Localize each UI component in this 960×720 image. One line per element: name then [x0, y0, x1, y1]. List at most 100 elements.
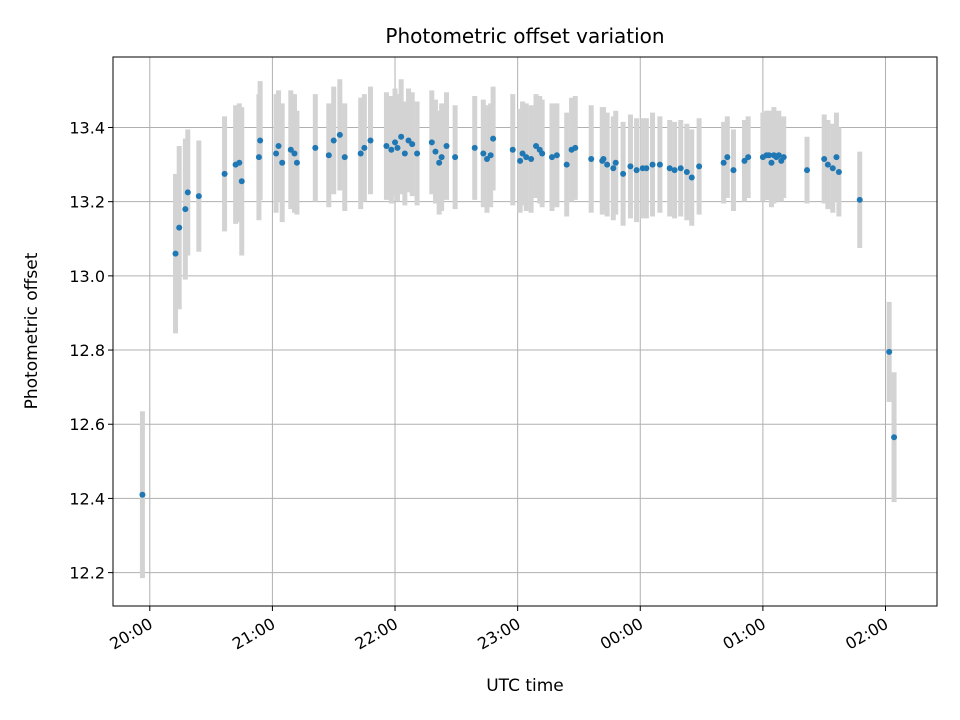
data-point [633, 167, 640, 174]
plot-frame [112, 56, 938, 607]
data-point [649, 161, 656, 168]
data-point [172, 250, 179, 257]
data-point [432, 148, 439, 155]
data-point [563, 161, 570, 168]
data-point [745, 154, 752, 161]
data-point [238, 178, 245, 185]
data-point [367, 137, 374, 144]
data-point [195, 193, 202, 200]
data-point [821, 156, 828, 163]
data-point [438, 154, 445, 161]
data-point [741, 157, 748, 164]
data-point [255, 154, 262, 161]
data-point [835, 168, 842, 175]
data-point [677, 165, 684, 172]
data-point [604, 161, 611, 168]
data-point [487, 152, 494, 159]
data-point [287, 146, 294, 153]
data-point [666, 165, 673, 172]
data-point [409, 141, 416, 148]
y-axis-label: Photometric offset [22, 252, 42, 409]
data-point [236, 159, 243, 166]
data-point [279, 159, 286, 166]
data-point [414, 150, 421, 157]
data-point [312, 144, 319, 151]
data-point [627, 163, 634, 170]
y-tick-label: 12.6 [69, 415, 105, 434]
data-point [588, 156, 595, 163]
data-point [517, 157, 524, 164]
data-point [780, 154, 787, 161]
data-point [293, 159, 300, 166]
data-point [600, 156, 607, 163]
y-tick-label: 12.2 [69, 564, 105, 583]
data-point [612, 159, 619, 166]
data-point [775, 152, 782, 159]
data-point [523, 154, 530, 161]
chart-title: Photometric offset variation [385, 24, 664, 48]
data-point [139, 491, 146, 498]
data-point [548, 154, 555, 161]
data-point [221, 170, 228, 177]
data-point [405, 137, 412, 144]
data-point [483, 156, 490, 163]
data-point [886, 348, 893, 355]
data-point [509, 146, 516, 153]
data-point [443, 143, 450, 150]
data-point [182, 206, 189, 213]
data-point [341, 154, 348, 161]
data-point [184, 189, 191, 196]
data-point [643, 165, 650, 172]
data-point [696, 163, 703, 170]
data-point [833, 154, 840, 161]
data-point [724, 154, 731, 161]
data-point [528, 156, 535, 163]
data-point [539, 150, 546, 157]
y-tick-label: 12.8 [69, 341, 105, 360]
data-point [330, 137, 337, 144]
data-point [768, 159, 775, 166]
y-axis-ticks: 12.2 12.4 12.6 12.8 13.0 13.2 13.4 [69, 118, 113, 583]
data-point [275, 143, 282, 150]
data-point [471, 144, 478, 151]
data-point [620, 170, 627, 177]
data-point [856, 196, 863, 203]
y-tick-label: 12.4 [69, 489, 105, 508]
y-tick-label: 13.4 [69, 118, 105, 137]
data-point [519, 150, 526, 157]
data-point [891, 434, 898, 441]
data-point [656, 161, 663, 168]
data-point [610, 165, 617, 172]
data-point [572, 144, 579, 151]
data-point [361, 144, 368, 151]
data-point [683, 168, 690, 175]
data-point [392, 139, 399, 146]
data-point [357, 150, 364, 157]
data-point [688, 174, 695, 181]
data-point [766, 152, 773, 159]
data-point [394, 144, 401, 151]
data-point [480, 150, 487, 157]
data-point [388, 146, 395, 153]
data-point [671, 167, 678, 174]
data-point [176, 224, 183, 231]
y-tick-label: 13.0 [69, 267, 105, 286]
data-point [428, 139, 435, 146]
data-point [829, 165, 836, 172]
data-point [401, 150, 408, 157]
data-point [533, 143, 540, 150]
data-point [452, 154, 459, 161]
data-point [553, 152, 560, 159]
data-point [398, 133, 405, 140]
data-point [804, 167, 811, 174]
data-point [730, 167, 737, 174]
data-point [383, 143, 390, 150]
data-point [824, 161, 831, 168]
data-point [336, 131, 343, 138]
data-point [257, 137, 264, 144]
data-point [273, 150, 280, 157]
data-point [436, 159, 443, 166]
data-point [291, 150, 298, 157]
